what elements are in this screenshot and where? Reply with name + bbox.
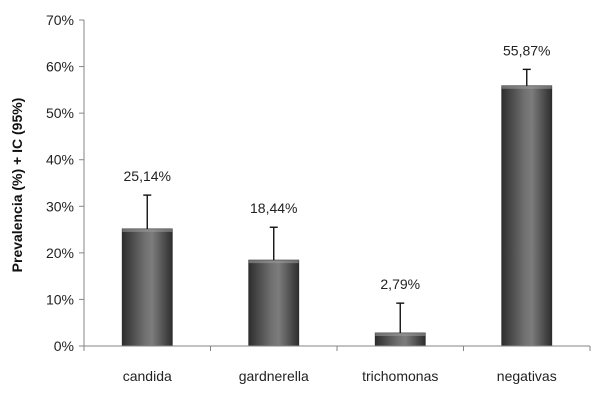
y-tick-label: 0% xyxy=(54,338,74,354)
y-axis-title: Prevalencia (%) + IC (95%) xyxy=(9,98,25,273)
y-axis: 0% 10% 20% 30% 40% 50% 60% 70% xyxy=(46,12,85,354)
category-label-negativas: negativas xyxy=(497,368,557,384)
data-label-gardnerella: 18,44% xyxy=(250,200,297,216)
y-tick-label: 70% xyxy=(46,12,74,28)
bar-top-face xyxy=(501,85,552,89)
category-label-trichomonas: trichomonas xyxy=(362,368,438,384)
x-axis: candida gardnerella trichomonas negativas xyxy=(83,345,591,384)
category-label-gardnerella: gardnerella xyxy=(239,368,309,384)
y-tick-label: 60% xyxy=(46,59,74,75)
y-tick-label: 50% xyxy=(46,105,74,121)
y-tick-label: 40% xyxy=(46,152,74,168)
y-tick-label: 10% xyxy=(46,291,74,307)
category-label-candida: candida xyxy=(123,368,172,384)
bar-gardnerella xyxy=(248,259,300,347)
data-label-trichomonas: 2,79% xyxy=(380,276,420,292)
bar-top-face xyxy=(122,228,173,232)
bar-negativas xyxy=(501,85,553,347)
data-label-negativas: 55,87% xyxy=(503,42,550,58)
bars-group: 25,14% 18,44% 2,79% 55,87% xyxy=(121,42,553,347)
bar-top-face xyxy=(248,260,299,264)
y-tick-label: 20% xyxy=(46,245,74,261)
bar-top-face xyxy=(375,333,426,337)
data-label-candida: 25,14% xyxy=(124,168,171,184)
y-tick-label: 30% xyxy=(46,198,74,214)
bar-candida xyxy=(121,228,173,347)
